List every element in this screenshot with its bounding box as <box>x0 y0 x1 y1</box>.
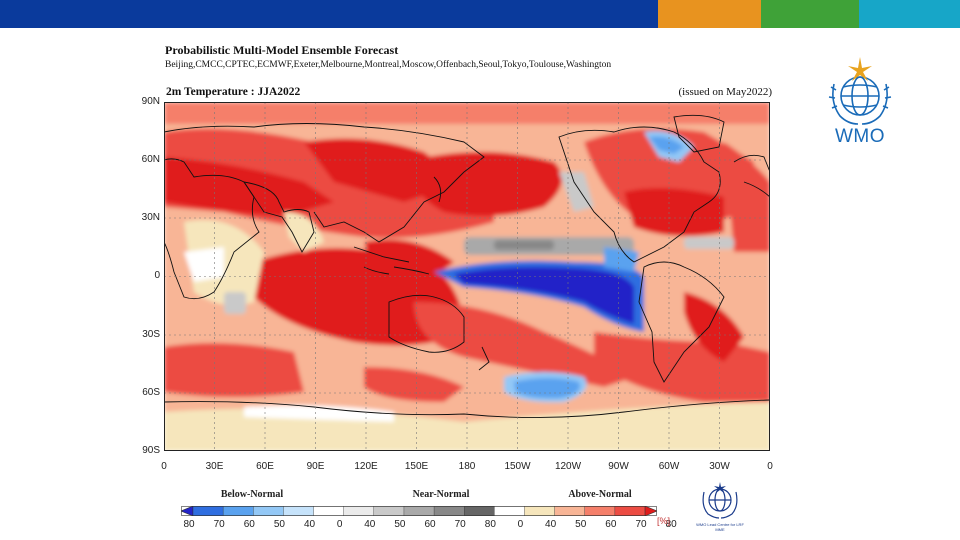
colorbar-cell <box>614 506 646 516</box>
lon-label: 120W <box>554 461 582 472</box>
lon-label: 120E <box>354 461 378 472</box>
colorbar-tick-label: 40 <box>303 519 316 530</box>
colorbar-tick-label: 70 <box>454 519 466 530</box>
colorbar <box>181 506 657 516</box>
graticule <box>164 102 770 451</box>
lon-label: 30W <box>709 461 730 472</box>
colorbar-cell <box>433 506 465 516</box>
lat-label-30s: 30S <box>142 329 160 340</box>
colorbar-cell <box>554 506 586 516</box>
colorbar-tick-label: 50 <box>273 519 285 530</box>
colorbar-cell <box>253 506 285 516</box>
wmo-emblem-icon <box>828 57 892 125</box>
lead-centre-caption: WMO Lead Centre for LRF MME <box>696 522 744 532</box>
colorbar-cell <box>644 506 657 516</box>
legend-above-normal: Above-Normal <box>568 489 632 500</box>
lon-label: 30E <box>205 461 224 472</box>
lat-label-90s: 90S <box>142 445 160 456</box>
colorbar-unit: [%] <box>657 516 671 526</box>
lon-label: 150W <box>504 461 531 472</box>
legend-near-normal: Near-Normal <box>412 489 470 500</box>
forecast-map-svg <box>164 102 770 451</box>
colorbar-tick-label: 70 <box>635 519 647 530</box>
banner-orange-segment <box>658 0 761 28</box>
colorbar-tick-label: 0 <box>517 519 524 530</box>
lon-label: 60W <box>658 461 680 472</box>
colorbar-tick-label: 50 <box>575 519 587 530</box>
colorbar-tick-label: 60 <box>243 519 255 530</box>
lon-label: 90E <box>306 461 325 472</box>
coastlines <box>164 114 770 419</box>
colorbar-tick-label: 0 <box>336 519 343 530</box>
colorbar-cell <box>524 506 556 516</box>
lon-label: 0 <box>767 461 773 472</box>
lon-label: 150E <box>404 461 429 472</box>
colorbar-cell <box>464 506 496 516</box>
colorbar-tick-label: 70 <box>213 519 225 530</box>
lon-label: 0 <box>161 461 167 472</box>
forecast-map <box>164 102 770 451</box>
lat-label-30n: 30N <box>141 212 160 223</box>
lon-label: 90W <box>608 461 629 472</box>
colorbar-cell <box>373 506 405 516</box>
colorbar-cell <box>283 506 315 516</box>
banner-teal-segment <box>859 0 960 28</box>
lat-label-60s: 60S <box>142 387 160 398</box>
colorbar-tick-label: 50 <box>394 519 406 530</box>
panel-title: 2m Temperature : JJA2022 <box>166 86 301 98</box>
top-banner <box>0 0 960 28</box>
banner-green-segment <box>761 0 859 28</box>
colorbar-tick-label: 80 <box>484 519 496 530</box>
colorbar-cell <box>222 506 254 516</box>
lead-centre-emblem-icon <box>702 482 738 519</box>
colorbar-cell <box>192 506 224 516</box>
figure-centres: Beijing,CMCC,CPTEC,ECMWF,Exeter,Melbourn… <box>165 60 612 70</box>
figure-title: Probabilistic Multi-Model Ensemble Forec… <box>165 43 399 57</box>
lat-label-60n: 60N <box>141 154 160 165</box>
wmo-wordmark: WMO <box>834 126 886 147</box>
lat-label-90n: 90N <box>141 96 160 107</box>
colorbar-tick-label: 40 <box>364 519 376 530</box>
colorbar-cell <box>313 506 345 516</box>
colorbar-cell <box>343 506 375 516</box>
colorbar-cell <box>494 506 526 516</box>
lat-label-equator: 0 <box>154 270 160 281</box>
colorbar-cell <box>181 506 194 516</box>
issued-date: (issued on May2022) <box>678 86 773 98</box>
colorbar-tick-label: 80 <box>665 519 677 530</box>
lon-label: 180 <box>458 461 476 472</box>
legend-below-normal: Below-Normal <box>220 489 284 500</box>
colorbar-tick-label: 40 <box>545 519 557 530</box>
colorbar-cell <box>584 506 616 516</box>
colorbar-tick-label: 80 <box>183 519 195 530</box>
colorbar-cell <box>403 506 435 516</box>
colorbar-tick-label: 60 <box>424 519 436 530</box>
lon-label: 60E <box>256 461 274 472</box>
colorbar-tick-label: 60 <box>605 519 617 530</box>
banner-blue-segment <box>0 0 658 28</box>
